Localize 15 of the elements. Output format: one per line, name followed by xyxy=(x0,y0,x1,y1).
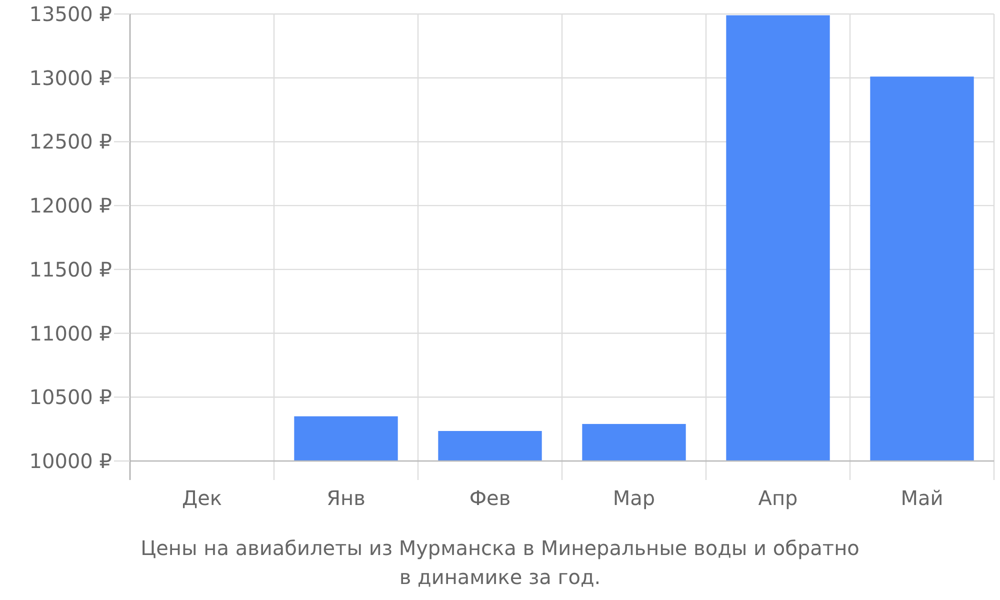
x-tick-label: Дек xyxy=(182,486,222,510)
y-tick-label: 12000 ₽ xyxy=(29,194,112,218)
y-tick-label: 11500 ₽ xyxy=(29,257,112,282)
x-tick-label: Янв xyxy=(326,486,366,510)
y-tick-label: 11000 ₽ xyxy=(29,321,112,346)
x-tick-label: Фев xyxy=(469,486,511,510)
x-tick-label: Май xyxy=(900,486,944,510)
y-tick-label: 12500 ₽ xyxy=(29,130,112,154)
y-tick-label: 13000 ₽ xyxy=(29,66,112,90)
x-tick-label: Апр xyxy=(758,486,798,510)
y-tick-label: 13500 ₽ xyxy=(29,2,112,26)
y-tick-label: 10500 ₽ xyxy=(29,385,112,410)
y-tick-label: 10000 ₽ xyxy=(29,449,112,473)
x-tick-label: Мар xyxy=(612,486,656,510)
text: Цены на авиабилеты из Мурманска в Минеральные воды и обратно в динамике за год. xyxy=(140,536,860,589)
